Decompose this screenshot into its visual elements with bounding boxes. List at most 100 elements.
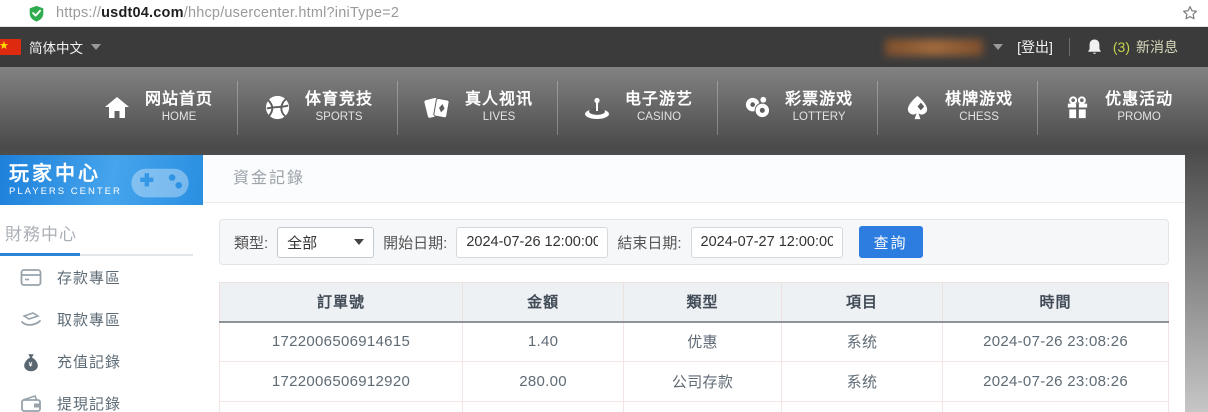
nav-item-home[interactable]: 网站首页 HOME: [78, 81, 237, 135]
filter-bar: 類型: 全部 開始日期: 結束日期: 查詢: [219, 219, 1169, 265]
spade-icon: [902, 93, 932, 123]
header-type: 類型: [623, 282, 782, 323]
main-panel: 資金記錄 類型: 全部 開始日期: 結束日期: 查詢 訂單號 金額 類型 項目 …: [203, 155, 1185, 412]
message-label: 新消息: [1136, 39, 1178, 55]
sidebar-item-label: 取款專區: [57, 312, 122, 329]
sidebar-item-label: 提現記錄: [57, 396, 122, 412]
nav-label-zh: 网站首页: [145, 91, 214, 108]
header-order-no: 訂單號: [219, 282, 463, 323]
nav-label-en: PROMO: [1117, 111, 1161, 123]
cell-time: 2024-07-26 23:08:26: [942, 321, 1169, 362]
nav-label-en: HOME: [161, 111, 197, 123]
table-row: 1722006506914615 1.40 优惠 系统 2024-07-26 2…: [219, 321, 1169, 362]
sidebar: 玩家中心 PLAYERS CENTER 財務中心 存款專區: [0, 155, 203, 412]
nav-label-en: CASINO: [637, 111, 682, 123]
end-date-label: 結束日期:: [617, 234, 682, 252]
money-bag-icon: ¥: [20, 352, 42, 372]
sidebar-item-label: 充值記錄: [57, 354, 122, 371]
nav-label-zh: 体育竞技: [305, 91, 374, 108]
nav-label-zh: 真人视讯: [465, 91, 534, 108]
url-scheme: https://: [56, 5, 102, 21]
sidebar-item-deposit-zone[interactable]: 存款專區: [0, 256, 203, 298]
lottery-balls-icon: [742, 93, 772, 123]
header-item: 項目: [780, 282, 944, 323]
cell-amount: 280.00: [461, 361, 625, 402]
type-select-value: 全部: [287, 234, 318, 252]
funds-records-table: 訂單號 金額 類型 項目 時間 1722006506914615 1.40 优惠…: [219, 282, 1169, 412]
nav-label-en: SPORTS: [315, 111, 363, 123]
chevron-down-icon: [91, 44, 101, 50]
home-icon: [102, 93, 132, 123]
chevron-down-icon[interactable]: [993, 44, 1004, 50]
start-date-label: 開始日期:: [383, 234, 448, 252]
browser-url-bar: https://usdt04.com/hhcp/usercenter.html?…: [0, 0, 1208, 27]
nav-label-zh: 优惠活动: [1105, 91, 1174, 108]
deposit-machine-icon: [20, 268, 42, 288]
nav-item-casino[interactable]: 电子游艺 CASINO: [557, 80, 717, 135]
playing-cards-icon: [422, 93, 452, 123]
topbar-right-group: [登出] (3) 新消息: [885, 37, 1208, 57]
sidebar-item-withdraw-zone[interactable]: 取款專區: [0, 298, 203, 340]
divider: [1068, 38, 1070, 56]
cell-item: 系统: [780, 361, 944, 402]
url-path: /hhcp/usercenter.html?iniType=2: [183, 5, 400, 21]
page-title: 資金記錄: [203, 155, 1185, 203]
section-divider: [0, 253, 193, 256]
nav-label-en: CHESS: [959, 111, 999, 123]
main-nav: 网站首页 HOME 体育竞技 SPORTS 真人视讯 LIVES: [0, 67, 1208, 148]
cell-amount: 1.40: [461, 321, 625, 362]
finance-center-section-label: 財務中心: [5, 225, 77, 244]
username-redacted[interactable]: [885, 38, 984, 56]
type-select[interactable]: 全部: [277, 226, 375, 258]
start-date-input[interactable]: [456, 226, 609, 258]
sidebar-item-recharge-records[interactable]: ¥ 充值記錄: [0, 340, 203, 382]
logout-link[interactable]: [登出]: [1017, 39, 1053, 55]
table-row: [219, 401, 1169, 412]
top-account-bar: ★ 简体中文 [登出] (3) 新消息: [0, 27, 1208, 67]
nav-item-lives[interactable]: 真人视讯 LIVES: [397, 80, 557, 135]
basketball-icon: [262, 93, 292, 123]
cell-time: 2024-07-26 23:08:26: [942, 361, 1169, 402]
nav-item-chess[interactable]: 棋牌游戏 CHESS: [877, 80, 1037, 135]
players-center-title: 玩家中心: [9, 163, 101, 185]
cell-order-no: 1722006506912920: [219, 361, 463, 402]
language-selector[interactable]: ★ 简体中文: [0, 37, 101, 57]
sidebar-item-withdrawal-records[interactable]: 提現記錄: [0, 382, 203, 412]
cell-order-no: 1722006506914615: [219, 321, 463, 362]
type-filter-label: 類型:: [234, 234, 269, 252]
cell-type: 公司存款: [623, 361, 782, 402]
hand-money-icon: [20, 310, 42, 330]
chevron-down-icon: [354, 239, 365, 245]
svg-text:¥: ¥: [29, 361, 34, 368]
header-time: 時間: [942, 282, 1169, 323]
nav-item-lottery[interactable]: 彩票游戏 LOTTERY: [717, 80, 877, 135]
gamepad-icon: [131, 168, 189, 198]
nav-label-en: LOTTERY: [792, 111, 846, 123]
players-center-subtitle: PLAYERS CENTER: [9, 186, 122, 197]
new-messages-link[interactable]: (3) 新消息: [1113, 37, 1178, 57]
language-label: 简体中文: [29, 41, 83, 56]
nav-label-zh: 电子游艺: [625, 91, 694, 108]
address-bar[interactable]: https://usdt04.com/hhcp/usercenter.html?…: [56, 5, 399, 21]
nav-label-zh: 棋牌游戏: [945, 91, 1014, 108]
table-header-row: 訂單號 金額 類型 項目 時間: [219, 282, 1169, 323]
wallet-icon: [20, 394, 42, 412]
players-center-banner: 玩家中心 PLAYERS CENTER: [0, 155, 203, 205]
nav-item-sports[interactable]: 体育竞技 SPORTS: [237, 80, 397, 135]
header-amount: 金額: [461, 282, 625, 323]
cell-item: 系统: [780, 321, 944, 362]
gift-icon: [1062, 93, 1092, 123]
secure-shield-icon[interactable]: [28, 5, 45, 22]
url-domain: usdt04.com: [101, 5, 184, 21]
bell-icon[interactable]: [1086, 38, 1103, 56]
nav-item-promo[interactable]: 优惠活动 PROMO: [1037, 80, 1197, 135]
nav-label-en: LIVES: [482, 111, 516, 123]
bookmark-star-icon[interactable]: [1181, 4, 1199, 22]
cell-type: 优惠: [623, 321, 782, 362]
message-count-badge: (3): [1112, 39, 1130, 55]
end-date-input[interactable]: [690, 226, 843, 258]
roulette-icon: [582, 93, 612, 123]
china-flag-icon: ★: [0, 39, 21, 55]
search-button[interactable]: 查詢: [858, 226, 923, 258]
page-background: 玩家中心 PLAYERS CENTER 財務中心 存款專區: [0, 148, 1208, 412]
